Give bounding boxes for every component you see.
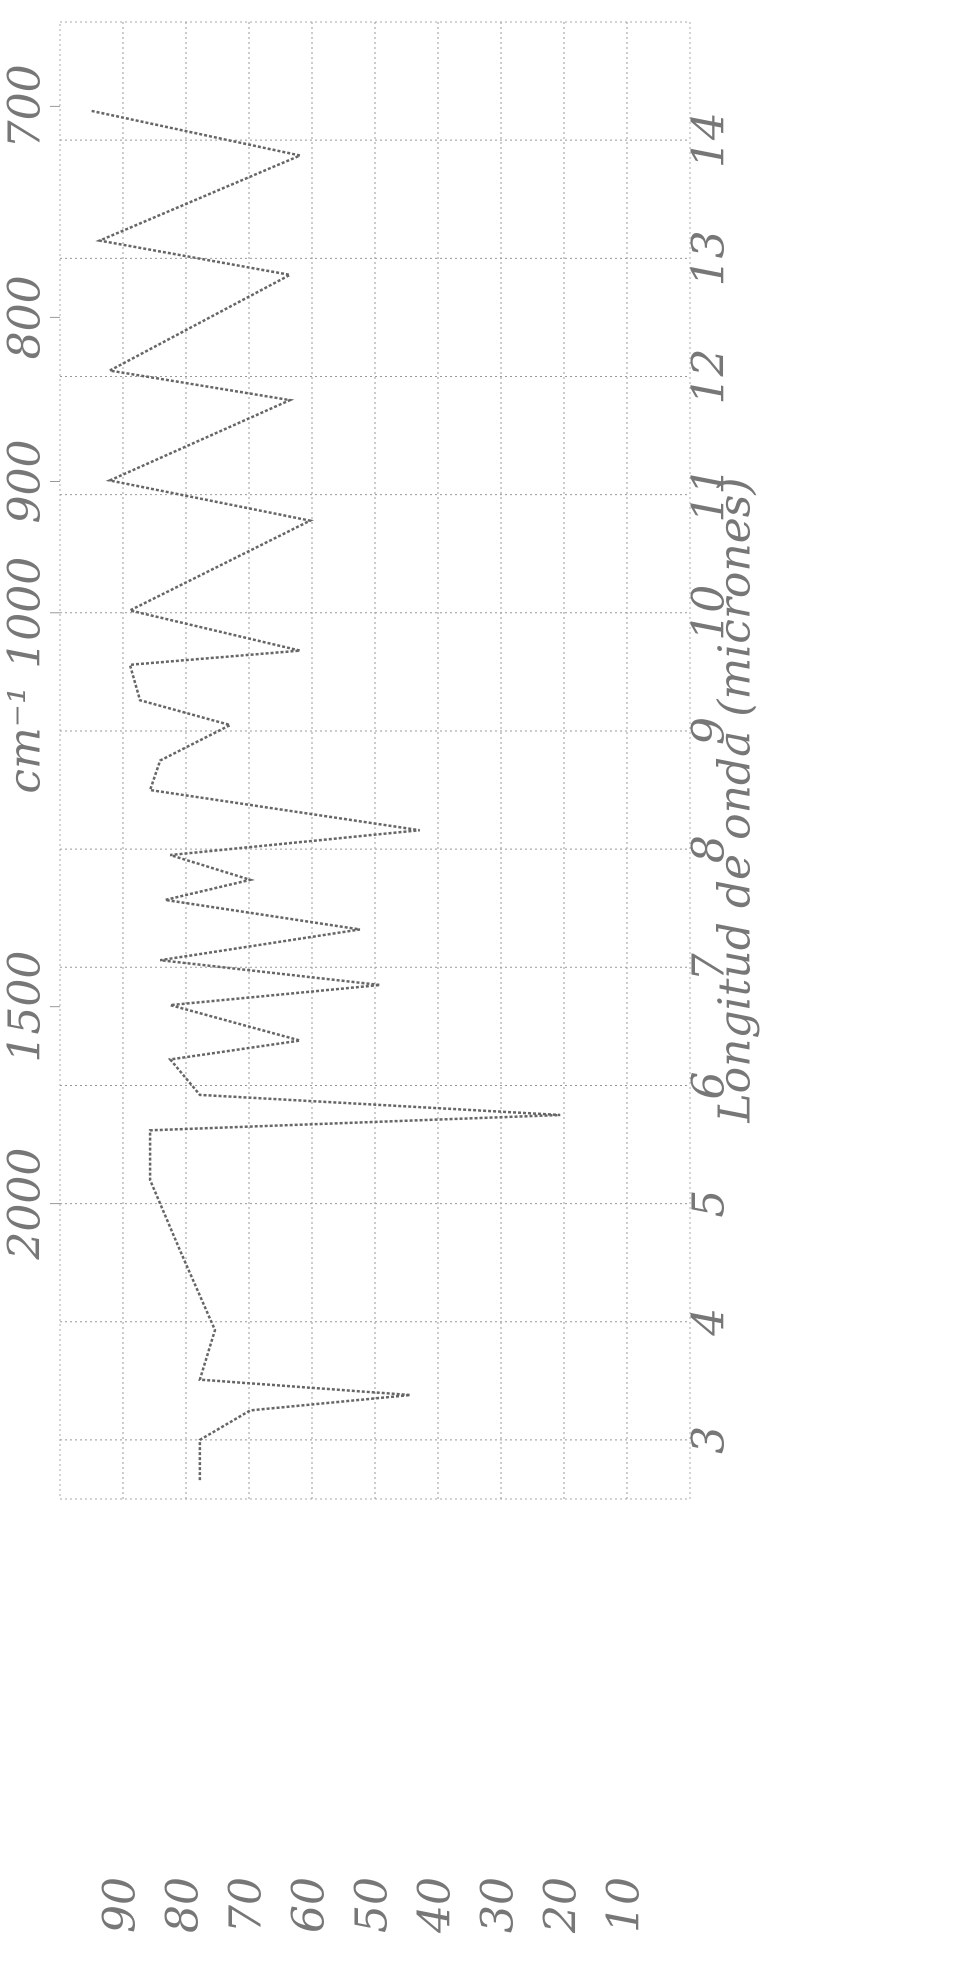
x-tick-label: 4 — [684, 1308, 735, 1337]
y-tick-label: 40 — [410, 1877, 461, 1934]
x-tick-label: 12 — [684, 348, 735, 404]
y-tick-label: 60 — [284, 1877, 335, 1933]
x2-tick-label: 1500 — [0, 951, 51, 1063]
x-tick-label: 9 — [684, 717, 735, 745]
x2-tick-label: 700 — [0, 64, 51, 148]
x-tick-label: 10 — [684, 585, 735, 641]
x-tick-label: 14 — [684, 112, 735, 168]
spectrum-line — [89, 109, 561, 1481]
x2-tick-label: 900 — [0, 440, 51, 524]
x2-tick-label: 2000 — [0, 1148, 51, 1261]
y-tick-label: 30 — [473, 1877, 524, 1933]
x-tick-label: 11 — [684, 467, 735, 523]
x-tick-label: 8 — [684, 835, 735, 863]
x2-tick-label: 1000 — [0, 557, 51, 669]
x-tick-label: 6 — [684, 1071, 735, 1099]
y-tick-label: 80 — [158, 1877, 209, 1933]
x-tick-label: 13 — [684, 230, 735, 286]
x-tick-label: 3 — [684, 1426, 735, 1454]
y-tick-label: 50 — [347, 1877, 398, 1933]
x2-tick-label: 800 — [0, 275, 51, 359]
x-tick-label: 7 — [684, 953, 735, 981]
y-tick-label: 20 — [536, 1877, 587, 1934]
y-tick-label: 90 — [95, 1877, 146, 1933]
x2-axis-title: cm⁻¹ — [0, 686, 51, 793]
x-tick-label: 5 — [684, 1190, 735, 1218]
x-axis-title: Longitud de onda (micrones) — [710, 477, 761, 1123]
y-tick-label: 10 — [599, 1877, 650, 1933]
y-tick-label: 70 — [221, 1877, 272, 1933]
